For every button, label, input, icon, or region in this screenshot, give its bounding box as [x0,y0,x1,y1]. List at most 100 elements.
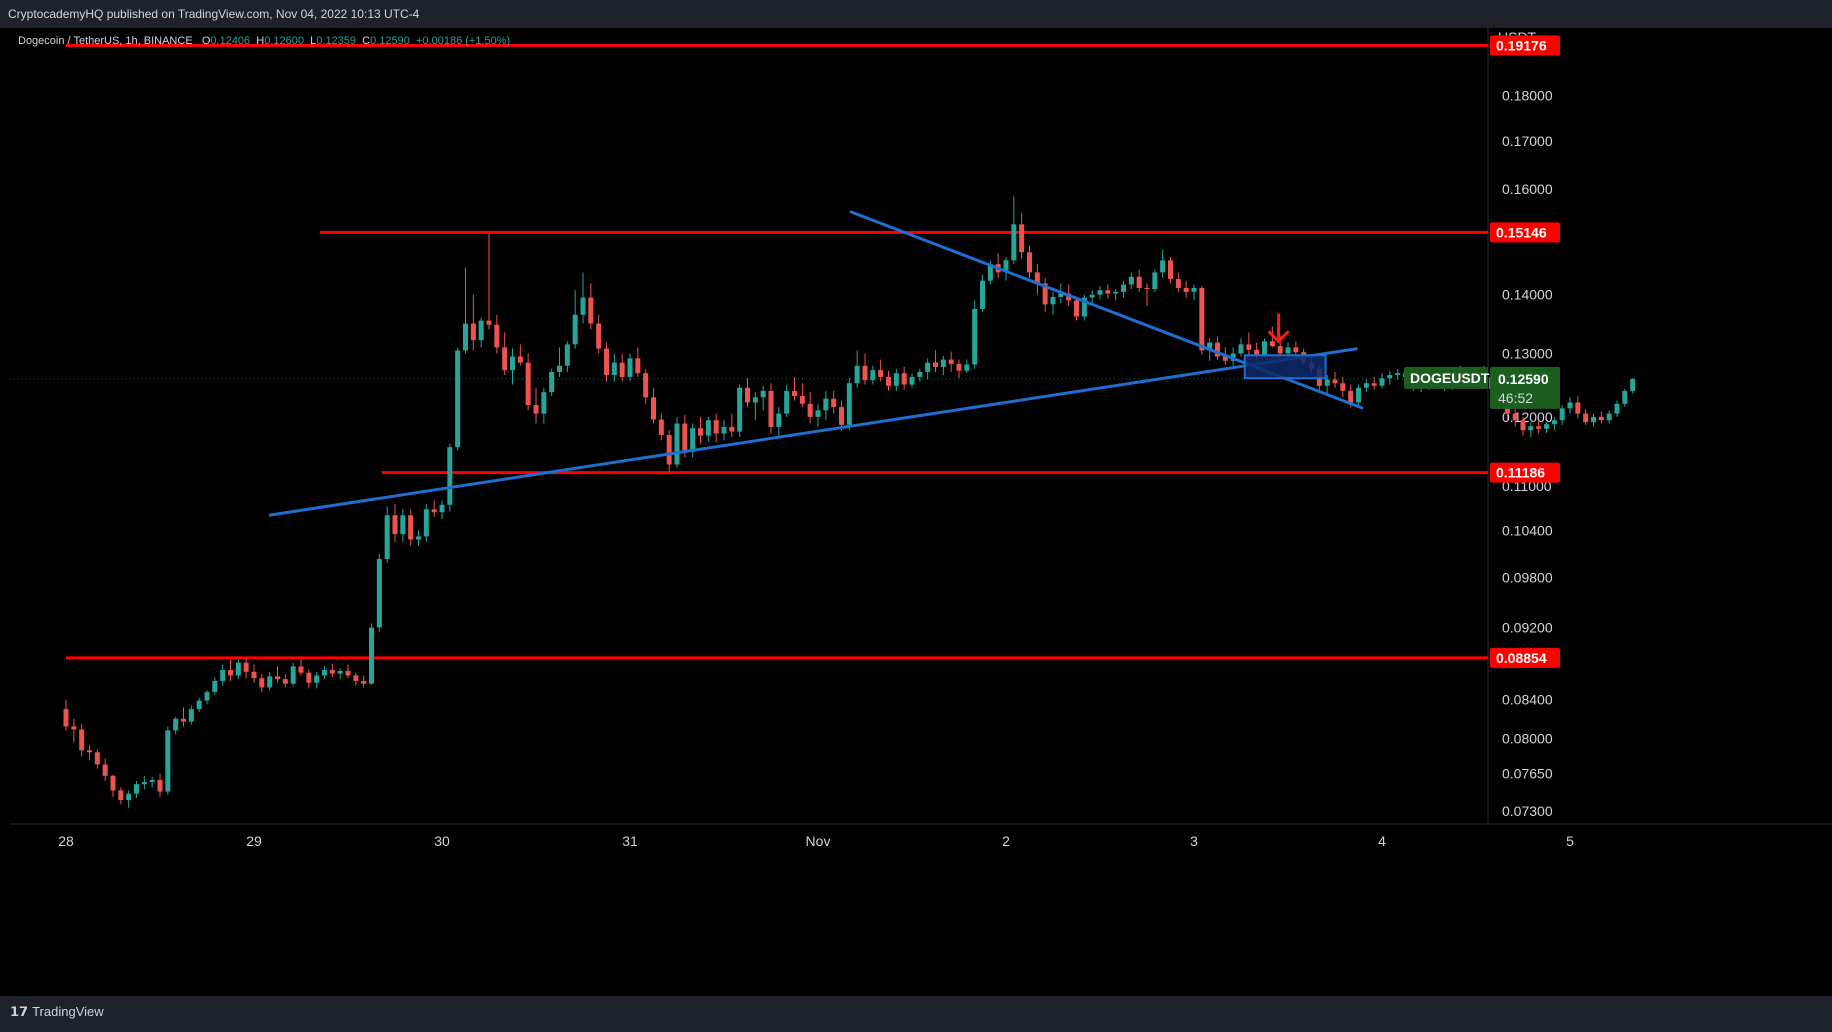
candle-bullish [376,559,382,628]
symbol-tag-text: DOGEUSDT [1410,370,1490,386]
price-tick-label: 0.09200 [1502,619,1553,635]
candle-bullish [776,413,782,427]
retest-zone-box[interactable] [1243,354,1327,380]
candle-bullish [188,709,194,722]
candle-bullish [400,515,406,535]
candle-bullish [870,370,876,381]
time-tick-label: Nov [806,833,831,849]
candle-bearish [361,680,367,684]
candle-bearish [799,396,805,404]
candle-bearish [658,419,664,435]
publish-info: CryptocademyHQ published on TradingView.… [8,7,420,21]
candle-bullish [478,320,484,341]
candle-bullish [674,423,680,465]
candle-bearish [956,363,962,371]
candle-bullish [204,692,210,701]
candle-bullish [893,373,899,386]
price-tick-label: 0.08400 [1502,692,1553,708]
candle-bullish [463,323,468,351]
open-label: O [201,35,211,47]
candle-bearish [1277,346,1283,354]
candle-bullish [1238,344,1244,354]
candle-bearish [110,775,116,791]
candle-bullish [439,504,445,513]
candle-bullish [1551,420,1557,425]
candle-bearish [306,672,312,683]
candle-bullish [1591,416,1596,423]
candle-bearish [1034,272,1040,284]
candle-bullish [690,428,696,453]
symbol-name[interactable]: Dogecoin / TetherUS, 1h, BINANCE [18,35,193,47]
tradingview-logo[interactable]: 𝟭𝟳 TradingView [10,1004,104,1020]
candle-bullish [1262,341,1267,355]
price-axis[interactable] [1488,28,1832,858]
candle-bearish [94,752,100,765]
candle-bullish [165,730,171,792]
tradingview-logo-icon: 𝟭𝟳 [10,1004,29,1019]
candle-bearish [635,358,641,374]
candle-bullish [854,365,860,384]
candle-bearish [643,373,649,398]
time-tick-label: 4 [1378,833,1386,849]
candle-bullish [1003,260,1009,273]
candle-bullish [940,359,946,367]
price-tick-label: 0.13000 [1502,345,1553,361]
price-tick-label: 0.16000 [1502,181,1553,197]
candle-bearish [1246,344,1252,350]
candle-bearish [243,662,249,672]
price-chart[interactable]: USDT0.180000.170000.160000.140000.130000… [10,28,1832,996]
candle-bullish [1379,378,1385,386]
chart-area[interactable]: USDT0.180000.170000.160000.140000.130000… [10,28,1832,996]
candle-bullish [549,371,555,393]
candle-bullish [627,358,633,377]
candle-bullish [846,383,852,425]
candle-bullish [1567,402,1573,409]
candle-bullish [752,397,758,403]
candle-bullish [1630,378,1636,391]
trendline-support[interactable] [268,347,1358,517]
candle-bullish [1606,413,1612,421]
candle-bearish [71,726,77,730]
candle-bullish [705,420,711,436]
candle-bullish [1058,293,1064,297]
candle-bearish [1340,383,1346,391]
time-tick-label: 3 [1190,833,1198,849]
price-tick-label: 0.17000 [1502,133,1553,149]
candle-bearish [768,390,774,427]
candle-bullish [423,509,429,537]
candle-bearish [282,679,288,684]
candle-bearish [713,420,719,434]
candle-bullish [1113,291,1119,294]
candle-bullish [290,666,296,684]
change-value: +0.00186 (+1.50%) [416,35,511,47]
candle-bearish [1175,279,1181,288]
candle-bullish [1544,424,1549,429]
time-tick-label: 31 [622,833,638,849]
candle-bullish [1191,287,1197,292]
candle-bullish [1050,296,1056,305]
candle-bearish [63,709,69,727]
candle-bearish [470,323,476,341]
candle-bullish [909,376,915,385]
candle-bullish [925,362,931,372]
candle-bullish [1097,290,1103,295]
candle-bearish [517,356,523,363]
candle-bearish [1293,347,1299,353]
candle-bearish [862,365,868,381]
candle-bearish [604,348,609,376]
candle-bearish [353,675,359,681]
candle-bearish [1042,283,1048,305]
candle-bearish [1183,287,1189,292]
candle-bearish [1332,379,1338,384]
candle-bearish [1168,260,1173,280]
candle-bearish [807,403,813,417]
candle-bearish [251,671,257,679]
candle-bearish [792,390,797,397]
candle-bullish [572,314,578,345]
high-label: H [256,35,265,47]
candle-bullish [1395,373,1401,376]
down-arrow-icon [1267,330,1290,344]
candle-bearish [1215,342,1220,357]
candle-bearish [698,428,703,436]
candle-bullish [564,344,570,366]
